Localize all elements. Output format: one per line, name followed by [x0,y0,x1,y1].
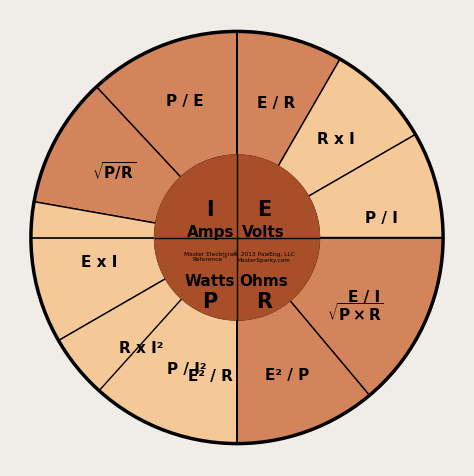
Text: I: I [206,199,214,219]
Polygon shape [96,32,237,178]
Text: P / I: P / I [365,210,398,225]
Circle shape [155,156,319,320]
Text: R: R [256,292,272,312]
Polygon shape [58,279,206,429]
Text: $\mathbf{\sqrt{P \times R}}$: $\mathbf{\sqrt{P \times R}}$ [328,301,384,323]
Polygon shape [31,202,165,341]
Text: Master Electrician
Reference™: Master Electrician Reference™ [184,251,237,262]
Text: E / R: E / R [256,96,295,111]
Text: Watts: Watts [185,274,236,288]
Text: R x I: R x I [317,132,355,147]
Text: P / I²: P / I² [167,361,207,376]
Polygon shape [237,32,340,167]
Polygon shape [237,301,369,444]
Text: Ohms: Ohms [239,274,288,288]
Text: E² / R: E² / R [188,368,233,383]
Text: P: P [202,292,218,312]
Text: E x I: E x I [81,255,117,270]
Text: © 2013 PawEng, LLC
MasterSparky.com: © 2013 PawEng, LLC MasterSparky.com [233,251,295,262]
Text: E / I: E / I [348,289,380,305]
Text: Volts: Volts [242,224,285,239]
Polygon shape [99,299,237,444]
Polygon shape [160,314,237,444]
Polygon shape [290,259,436,396]
Text: $\mathbf{\sqrt{P/R}}$: $\mathbf{\sqrt{P/R}}$ [92,159,137,181]
Text: E² / P: E² / P [265,368,309,383]
Text: Amps: Amps [186,224,234,239]
Text: P / E: P / E [166,94,203,109]
Polygon shape [309,135,443,291]
Text: E: E [256,199,271,219]
Polygon shape [278,60,416,197]
Text: R x I²: R x I² [119,341,163,356]
Polygon shape [290,238,443,396]
Polygon shape [34,88,181,224]
